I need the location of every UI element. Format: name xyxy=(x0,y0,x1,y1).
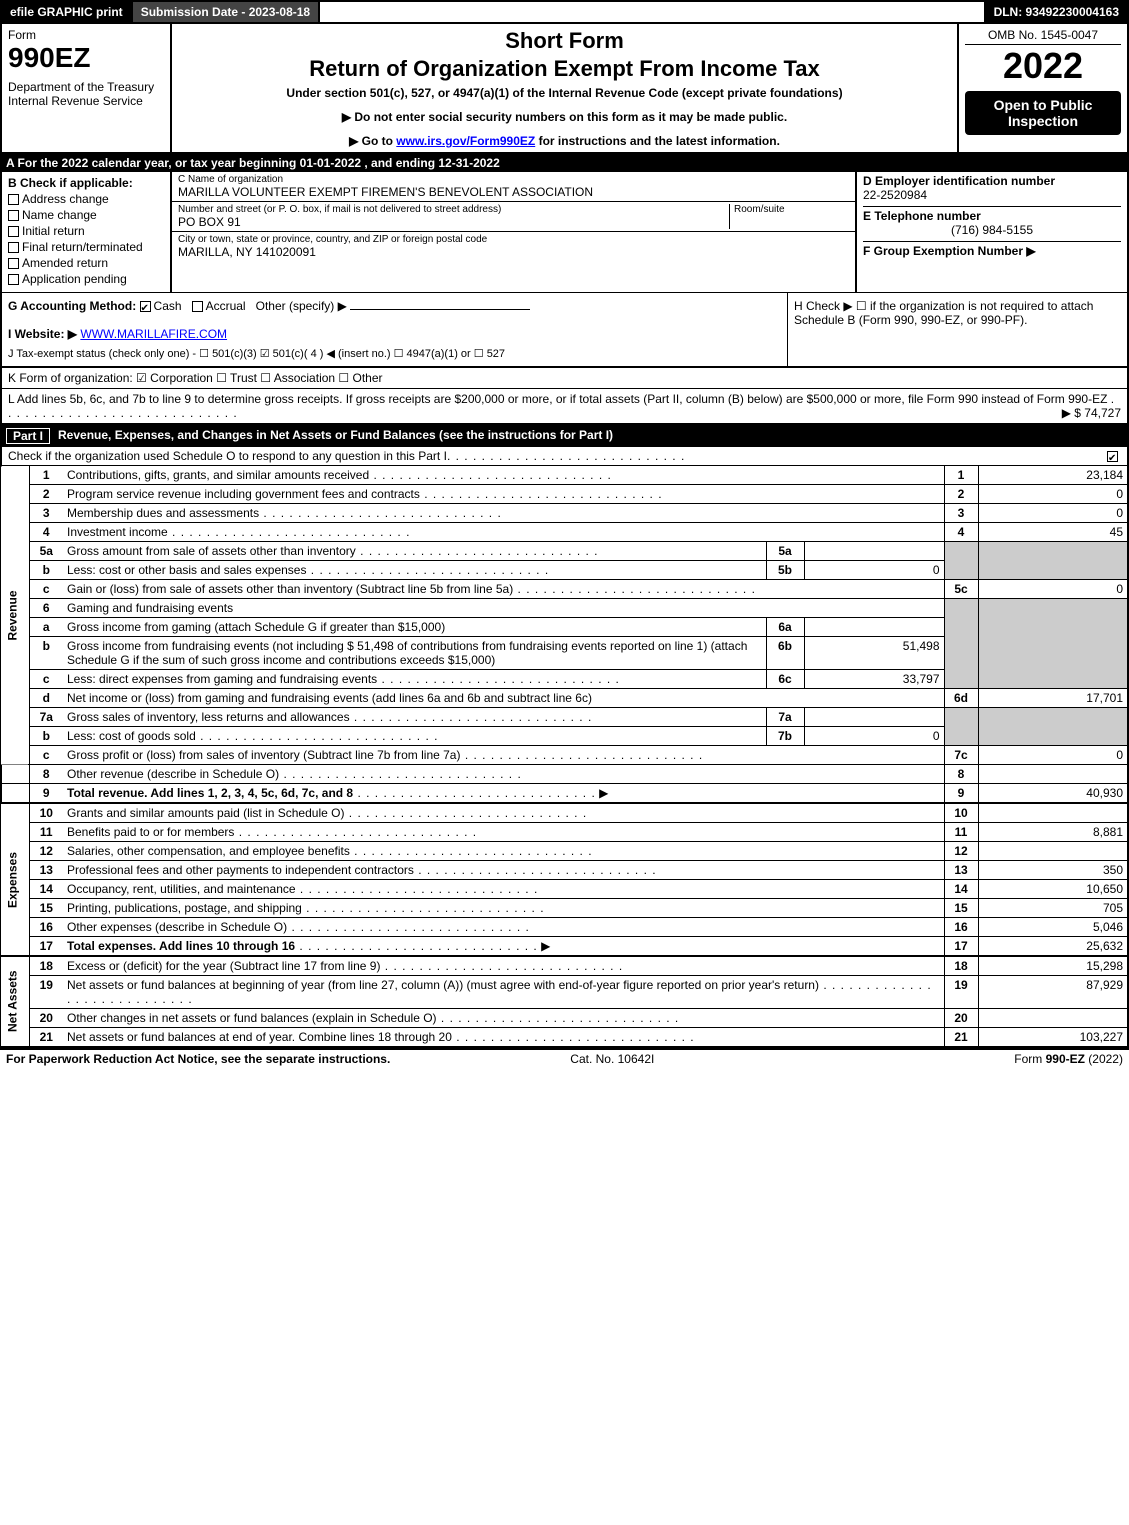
i-lbl: I Website: ▶ xyxy=(8,327,77,341)
under-section: Under section 501(c), 527, or 4947(a)(1)… xyxy=(178,86,951,100)
org-name: MARILLA VOLUNTEER EXEMPT FIREMEN'S BENEV… xyxy=(178,185,849,199)
tel-lbl: E Telephone number xyxy=(863,206,1121,223)
col-c: C Name of organization MARILLA VOLUNTEER… xyxy=(172,172,857,292)
footer-left: For Paperwork Reduction Act Notice, see … xyxy=(6,1052,390,1066)
row-k: K Form of organization: ☑ Corporation ☐ … xyxy=(0,368,1129,389)
col-b: B Check if applicable: Address change Na… xyxy=(2,172,172,292)
part-i-label: Part I xyxy=(6,428,50,444)
bullet-1: ▶ Do not enter social security numbers o… xyxy=(178,110,951,124)
c-street-row: Number and street (or P. O. box, if mail… xyxy=(172,202,855,232)
b-item-1[interactable]: Name change xyxy=(8,208,164,222)
block-bcdef: B Check if applicable: Address change Na… xyxy=(0,172,1129,292)
form-word: Form xyxy=(8,28,164,42)
check-o-row: Check if the organization used Schedule … xyxy=(0,447,1129,466)
efile-label[interactable]: efile GRAPHIC print xyxy=(2,2,133,22)
check-o-text: Check if the organization used Schedule … xyxy=(8,449,447,463)
side-expenses: Expenses xyxy=(1,803,29,956)
g-cash-cbx[interactable] xyxy=(140,301,151,312)
c-city-lbl: City or town, state or province, country… xyxy=(178,234,849,245)
omb: OMB No. 1545-0047 xyxy=(965,28,1121,45)
part-i-title: Revenue, Expenses, and Changes in Net As… xyxy=(58,428,613,444)
c-name-lbl: C Name of organization xyxy=(178,174,849,185)
footer: For Paperwork Reduction Act Notice, see … xyxy=(0,1048,1129,1068)
website-link[interactable]: WWW.MARILLAFIRE.COM xyxy=(80,327,227,341)
row-l: L Add lines 5b, 6c, and 7b to line 9 to … xyxy=(0,389,1129,425)
b-item-4[interactable]: Amended return xyxy=(8,256,164,270)
tel: (716) 984-5155 xyxy=(863,223,1121,237)
b-item-3[interactable]: Final return/terminated xyxy=(8,240,164,254)
l-amt: ▶ $ 74,727 xyxy=(1062,406,1121,420)
org-city: MARILLA, NY 141020091 xyxy=(178,245,849,259)
header-right: OMB No. 1545-0047 2022 Open to Public In… xyxy=(957,24,1127,152)
check-o-box[interactable] xyxy=(1107,449,1121,463)
col-d: D Employer identification number 22-2520… xyxy=(857,172,1127,292)
c-room-lbl: Room/suite xyxy=(734,204,849,215)
footer-mid: Cat. No. 10642I xyxy=(570,1052,654,1066)
b2-post: for instructions and the latest informat… xyxy=(535,134,780,148)
c-name-row: C Name of organization MARILLA VOLUNTEER… xyxy=(172,172,855,202)
grp-lbl: F Group Exemption Number ▶ xyxy=(863,241,1121,258)
footer-right: Form 990-EZ (2022) xyxy=(1014,1052,1123,1066)
row-j: J Tax-exempt status (check only one) - ☐… xyxy=(8,347,781,360)
row-a: A For the 2022 calendar year, or tax yea… xyxy=(0,154,1129,172)
ein: 22-2520984 xyxy=(863,188,1121,202)
form-number: 990EZ xyxy=(8,42,164,74)
b-item-0[interactable]: Address change xyxy=(8,192,164,206)
g-lbl: G Accounting Method: xyxy=(8,299,136,313)
g-other-line[interactable] xyxy=(350,309,530,310)
b-label: B Check if applicable: xyxy=(8,176,164,190)
open-inspection: Open to Public Inspection xyxy=(965,91,1121,135)
side-netassets: Net Assets xyxy=(1,956,29,1047)
header-left: Form 990EZ Department of the Treasury In… xyxy=(2,24,172,152)
c-street-lbl: Number and street (or P. O. box, if mail… xyxy=(178,204,729,215)
ein-lbl: D Employer identification number xyxy=(863,174,1121,188)
topbar: efile GRAPHIC print Submission Date - 20… xyxy=(0,0,1129,24)
row-g: G Accounting Method: Cash Accrual Other … xyxy=(2,293,787,366)
b2-pre: ▶ Go to xyxy=(349,134,396,148)
submission-date: Submission Date - 2023-08-18 xyxy=(133,2,320,22)
short-form-title: Short Form xyxy=(178,28,951,54)
row-gh: G Accounting Method: Cash Accrual Other … xyxy=(0,292,1129,368)
c-city-row: City or town, state or province, country… xyxy=(172,232,855,261)
dln: DLN: 93492230004163 xyxy=(986,2,1127,22)
side-revenue: Revenue xyxy=(1,466,29,765)
lines-table: Revenue 1 Contributions, gifts, grants, … xyxy=(0,466,1129,1048)
header-center: Short Form Return of Organization Exempt… xyxy=(172,24,957,152)
return-title: Return of Organization Exempt From Incom… xyxy=(178,56,951,82)
topbar-spacer xyxy=(320,2,985,22)
part-i-bar: Part I Revenue, Expenses, and Changes in… xyxy=(0,425,1129,447)
tax-year: 2022 xyxy=(965,45,1121,87)
irs-link[interactable]: www.irs.gov/Form990EZ xyxy=(396,134,535,148)
b-item-2[interactable]: Initial return xyxy=(8,224,164,238)
org-street: PO BOX 91 xyxy=(178,215,729,229)
form-header: Form 990EZ Department of the Treasury In… xyxy=(0,24,1129,154)
dept: Department of the Treasury Internal Reve… xyxy=(8,80,164,108)
l-text: L Add lines 5b, 6c, and 7b to line 9 to … xyxy=(8,392,1107,406)
bullet-2: ▶ Go to www.irs.gov/Form990EZ for instru… xyxy=(178,134,951,148)
g-accr-cbx[interactable] xyxy=(192,301,203,312)
row-h: H Check ▶ ☐ if the organization is not r… xyxy=(787,293,1127,366)
b-item-5[interactable]: Application pending xyxy=(8,272,164,286)
